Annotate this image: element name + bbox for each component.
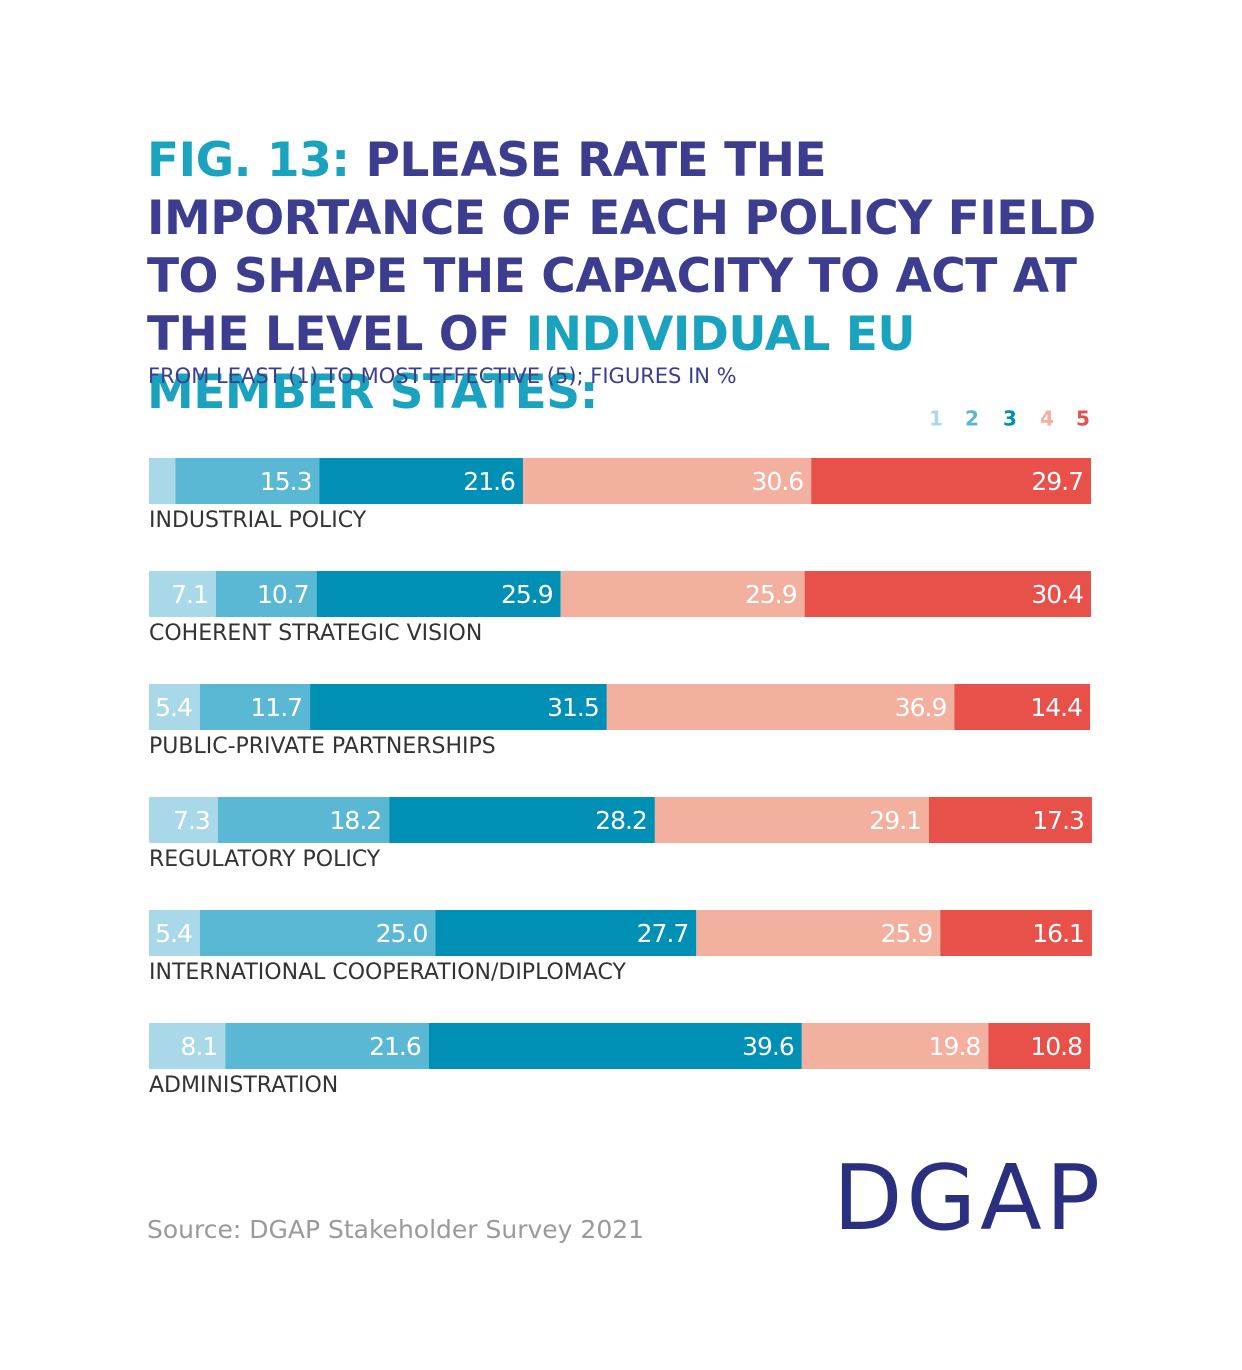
value-label: 29.1: [869, 806, 921, 835]
title-part: INDIVIDUAL EU MEMBER STATES:: [147, 307, 916, 420]
value-label: 8.1: [181, 1032, 218, 1061]
value-label: 25.9: [881, 919, 933, 948]
value-label: 21.6: [369, 1032, 421, 1061]
category-label: PUBLIC-PRIVATE PARTNERSHIPS: [149, 734, 496, 759]
value-label: 27.7: [637, 919, 689, 948]
value-label: 25.9: [501, 580, 553, 609]
bar-segment: [149, 571, 216, 617]
bar-segment: [149, 684, 200, 730]
bar-segment: [149, 797, 218, 843]
bar-segment: [149, 910, 200, 956]
bar-segment: [801, 1023, 989, 1069]
bar-segment: [940, 910, 1092, 956]
bar-segment: [149, 1023, 226, 1069]
category-label: INTERNATIONAL COOPERATION/DIPLOMACY: [149, 960, 626, 985]
bar-segment: [928, 797, 1092, 843]
bar-segment: [316, 571, 561, 617]
bar-segment: [811, 458, 1091, 504]
bar-segment: [654, 797, 929, 843]
bar-segment: [804, 571, 1091, 617]
value-label: 30.6: [752, 467, 804, 496]
bar-segment: [522, 458, 812, 504]
category-label: ADMINISTRATION: [149, 1073, 338, 1098]
title-part: PLEASE RATE THE IMPORTANCE OF EACH POLIC…: [147, 133, 1096, 362]
title-part: FIG. 13:: [147, 133, 350, 188]
value-label: 21.6: [463, 467, 515, 496]
bar-segment: [217, 797, 390, 843]
value-label: 28.2: [595, 806, 647, 835]
source: Source: DGAP Stakeholder Survey 2021: [147, 1215, 644, 1244]
value-label: 25.0: [376, 919, 428, 948]
value-label: 10.7: [257, 580, 309, 609]
bar-segment: [310, 684, 607, 730]
value-label: 7.3: [173, 806, 210, 835]
bar-segment: [149, 458, 176, 504]
category-label: COHERENT STRATEGIC VISION: [149, 621, 482, 646]
legend-label: 4: [1040, 407, 1054, 431]
value-label: 5.4: [155, 919, 192, 948]
category-label: REGULATORY POLICY: [149, 847, 381, 872]
subtitle: FROM LEAST (1) TO MOST EFFECTIVE (5); FI…: [148, 364, 737, 388]
value-label: 11.7: [250, 693, 302, 722]
value-label: 14.4: [1030, 693, 1082, 722]
value-label: 7.1: [171, 580, 208, 609]
value-label: 36.9: [895, 693, 947, 722]
bar-segment: [389, 797, 655, 843]
bar-segment: [435, 910, 697, 956]
bar-segment: [696, 910, 941, 956]
legend-label: 3: [1003, 407, 1017, 431]
value-label: 15.3: [260, 467, 312, 496]
bar-segment: [225, 1023, 429, 1069]
bar-segment: [560, 571, 805, 617]
chart-title: FIG. 13: PLEASE RATE THE IMPORTANCE OF E…: [147, 132, 1122, 422]
bar-segment: [988, 1023, 1091, 1069]
legend-label: 2: [965, 407, 979, 431]
legend-label: 1: [929, 407, 943, 431]
value-label: 39.6: [742, 1032, 794, 1061]
value-label: 29.7: [1031, 467, 1083, 496]
bar-segment: [428, 1023, 802, 1069]
value-label: 18.2: [330, 806, 382, 835]
bar-segment: [215, 571, 317, 617]
category-label: INDUSTRIAL POLICY: [149, 508, 367, 533]
value-label: 5.4: [155, 693, 192, 722]
bar-segment: [319, 458, 523, 504]
legend-label: 5: [1076, 407, 1090, 431]
value-label: 25.9: [745, 580, 797, 609]
value-label: 17.3: [1032, 806, 1084, 835]
bar-segment: [199, 684, 311, 730]
bar-segment: [606, 684, 955, 730]
value-label: 10.8: [1030, 1032, 1082, 1061]
bar-segment: [175, 458, 320, 504]
bar-segment: [954, 684, 1091, 730]
value-label: 16.1: [1032, 919, 1084, 948]
value-label: 31.5: [547, 693, 599, 722]
value-label: 19.8: [929, 1032, 981, 1061]
bar-segment: [199, 910, 436, 956]
logo: DGAP: [833, 1146, 1104, 1251]
value-label: 30.4: [1031, 580, 1083, 609]
